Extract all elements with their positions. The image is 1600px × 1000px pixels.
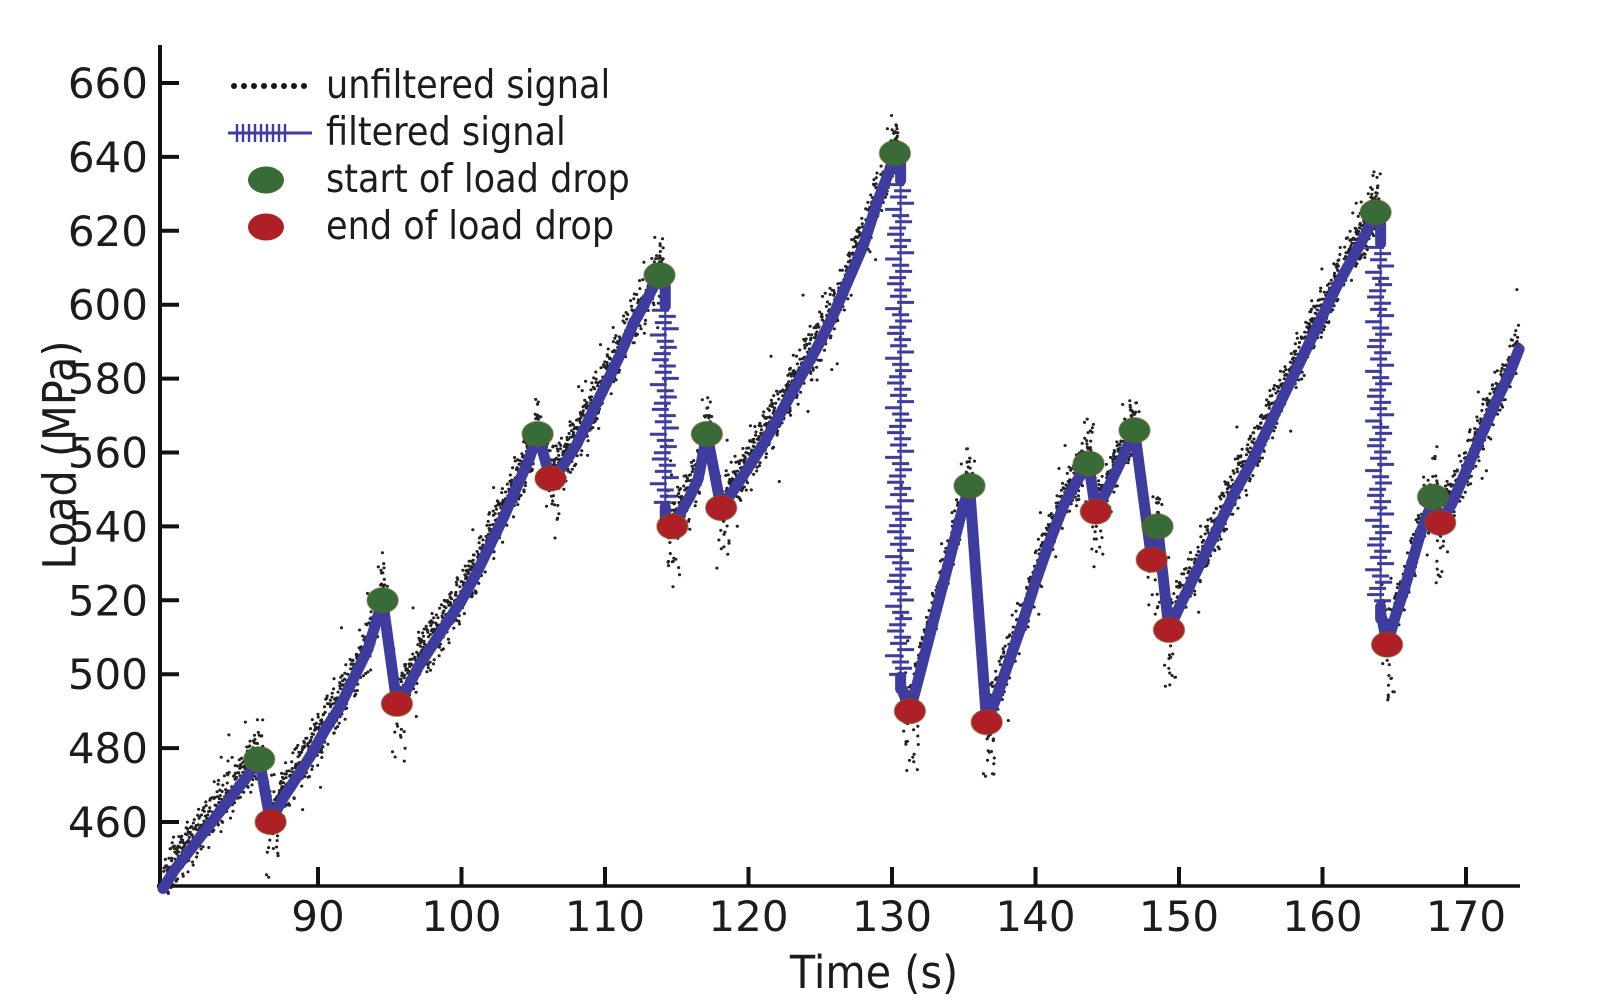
start-of-load-drop-markers [242,139,1450,773]
legend-dot [241,82,247,89]
start-of-load-drop-marker [1072,450,1105,477]
load-drop-ladder [885,155,915,695]
end-of-load-drop-marker [254,808,287,836]
x-tick-label: 170 [1426,892,1506,941]
x-tick-label: 160 [1282,892,1362,941]
start-of-load-drop-marker [1141,513,1174,540]
legend-dot [231,82,237,89]
x-tick-label: 90 [291,892,344,941]
start-of-load-drop-marker [690,420,724,448]
legend-item-start-of-load-drop: start of load drop [228,156,664,203]
start-of-load-drop-marker [953,472,986,500]
end-of-load-drop-marker [380,690,414,718]
legend-dot [281,82,287,89]
filtered-signal-line [157,147,1525,894]
y-axis-title: Load (MPa) [33,340,87,570]
x-axis-title: Time (s) [789,946,959,999]
x-tick-label: 140 [995,892,1075,941]
start-of-load-drop-marker [242,745,276,773]
green-dot-sample-icon [248,166,284,193]
y-tick-label: 500 [68,650,148,699]
filtered-signal-segment [1376,343,1525,651]
legend-label-filtered-signal: filtered signal [326,110,566,155]
start-of-load-drop-marker [1359,199,1392,226]
x-tick-label: 100 [421,892,501,941]
legend-dot [261,82,267,89]
legend-item-end-of-load-drop: end of load drop [228,203,664,250]
end-of-load-drop-marker [1135,546,1168,573]
y-tick-label: 460 [68,798,148,847]
end-of-load-drop-marker [534,465,567,492]
legend-dot [271,82,277,89]
start-of-load-drop-marker [878,139,912,167]
start-of-load-drop-marker [1416,483,1450,511]
y-tick-label: 620 [68,207,148,256]
legend-item-unfiltered-signal: unfiltered signal [228,62,664,109]
end-of-load-drop-marker [1423,509,1457,536]
filtered-signal-segment [896,206,1385,728]
end-of-load-drop-marker [1079,498,1113,525]
x-tick-label: 120 [708,892,788,941]
red-dot-sample-icon [248,213,284,240]
x-tick-label: 110 [565,892,645,941]
ladder-rungs [649,308,679,504]
start-of-load-drop-marker [1118,417,1151,444]
end-of-load-drop-marker [970,708,1003,736]
start-of-load-drop-marker [366,587,399,614]
end-of-load-drop-markers [254,465,1457,836]
start-of-load-drop-marker [643,261,676,289]
filtered-signal-segment [157,269,670,894]
filtered-signal-segment [661,147,905,532]
legend-dot [251,82,257,89]
y-tick-label: 600 [68,281,148,330]
x-axis-ticks: 90 100 110 120 130 140 150 160 170 [291,867,1506,941]
ladder-rungs [1365,245,1395,603]
legend: unfiltered signal filtered signal start … [228,62,664,250]
end-of-load-drop-marker [1152,616,1186,644]
y-tick-label: 580 [68,355,148,404]
ladder-rungs [885,183,915,676]
end-of-load-drop-marker [893,697,927,725]
x-tick-label: 130 [852,892,932,941]
y-axis-ticks: 460 480 500 520 540 560 580 600 620 640 660 [68,59,179,847]
legend-label-end-of-load-drop: end of load drop [326,204,615,249]
end-of-load-drop-marker [704,494,738,522]
start-of-load-drop-marker [521,420,554,448]
legend-label-start-of-load-drop: start of load drop [326,157,630,202]
tick-line-sample-icon [228,123,312,142]
y-tick-label: 560 [68,429,148,478]
end-of-load-drop-marker [656,513,689,540]
y-tick-label: 520 [68,576,148,625]
legend-marker [248,213,284,240]
x-tick-label: 150 [1139,892,1219,941]
end-of-load-drop-marker [1370,631,1404,658]
legend-dot [301,82,307,89]
legend-dot [291,82,297,89]
load-drop-ladder [649,280,679,525]
y-tick-label: 540 [68,502,148,551]
legend-label-unfiltered-signal: unfiltered signal [326,63,611,108]
y-tick-label: 660 [68,59,148,108]
y-tick-label: 480 [68,724,148,773]
y-tick-label: 640 [68,133,148,182]
dotted-line-sample-icon [231,82,307,89]
legend-marker [248,166,284,193]
legend-item-filtered-signal: filtered signal [228,109,664,156]
